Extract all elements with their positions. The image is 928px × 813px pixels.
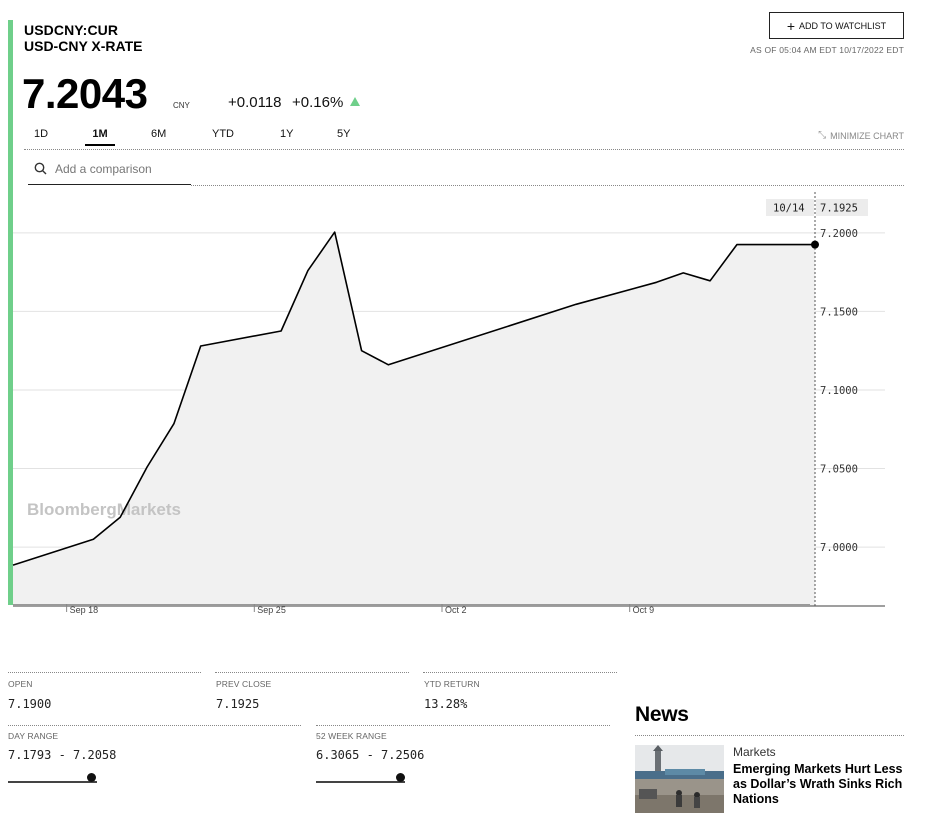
tabs-divider (24, 149, 904, 150)
y-tick-label: 7.1000 (820, 385, 858, 397)
stat-52-week-range-value: 6.3065 - 7.2506 (316, 748, 425, 762)
x-tick-label: Sep 25 (257, 605, 286, 615)
price-chart: BloombergMarkets 10/14 7.1925 7.2000 7.15… (12, 192, 885, 615)
news-headline[interactable]: Emerging Markets Hurt Less as Dollar’s W… (733, 762, 903, 806)
chart-y-ticks: 7.2000 7.1500 7.1000 7.0500 7.0000 (820, 228, 858, 554)
week52-range-marker (396, 773, 406, 782)
stat-open: OPEN 7.1900 (8, 679, 51, 711)
news-category[interactable]: Markets (733, 745, 776, 759)
stat-day-range: DAY RANGE 7.1793 - 7.2058 (8, 731, 116, 762)
stat-prev-close-value: 7.1925 (216, 697, 260, 711)
week52-range-track (316, 781, 405, 783)
stat-ytd-return-label: YTD RETURN (424, 679, 480, 689)
price-change-percent: +0.16% (292, 94, 344, 111)
stat-open-label: OPEN (8, 679, 33, 689)
accent-bar (8, 20, 13, 605)
as-of-timestamp: AS OF 05:04 AM EDT 10/17/2022 EDT (750, 45, 904, 55)
stat-52-week-range: 52 WEEK RANGE 6.3065 - 7.2506 (316, 731, 424, 762)
tooltip-value: 7.1925 (820, 203, 858, 215)
up-arrow-icon (350, 97, 360, 106)
stat-ytd-return-value: 13.28% (424, 697, 468, 711)
tab-1y[interactable]: 1Y (280, 128, 294, 140)
y-tick-label: 7.2000 (820, 228, 858, 240)
tooltip-value-box (816, 199, 868, 216)
chart-last-point (811, 240, 819, 249)
compare-divider (191, 185, 904, 186)
instrument-name: USD-CNY X-RATE (24, 38, 143, 54)
day-range-track (8, 781, 97, 783)
tooltip-date: 10/14 (773, 203, 805, 215)
chart-price-line (12, 231, 815, 566)
x-tick-label: Oct 9 (633, 605, 655, 615)
chart-x-ticks: Sep 18 Sep 25 Oct 2 Oct 9 (66, 604, 655, 615)
comparison-search (28, 153, 191, 185)
ticker-symbol: USDCNY:CUR (24, 22, 119, 38)
stat-prev-close-label: PREV CLOSE (216, 679, 272, 689)
price-change: +0.0118 (228, 94, 282, 111)
stat-day-range-value: 7.1793 - 7.2058 (8, 748, 117, 762)
news-section-title: News (635, 703, 689, 726)
news-divider (635, 735, 904, 736)
price-currency: CNY (173, 101, 190, 110)
stats-divider-1 (8, 672, 201, 673)
search-icon (34, 162, 47, 175)
stats-divider-3 (423, 672, 617, 673)
tab-1m[interactable]: 1M (85, 128, 115, 146)
day-range-marker (87, 773, 97, 782)
chart-watermark: BloombergMarkets (27, 500, 181, 519)
minimize-label: MINIMIZE CHART (830, 130, 904, 141)
y-tick-label: 7.0000 (820, 542, 858, 554)
tab-5y[interactable]: 5Y (337, 128, 351, 140)
y-tick-label: 7.0500 (820, 464, 858, 476)
stat-prev-close: PREV CLOSE 7.1925 (216, 679, 271, 711)
tab-6m[interactable]: 6M (151, 128, 167, 140)
minimize-chart-button[interactable]: ⤡ MINIMIZE CHART (818, 130, 904, 141)
last-price: 7.2043 (22, 70, 148, 117)
stats-divider-5 (316, 725, 610, 726)
watchlist-label: ADD TO WATCHLIST (799, 20, 887, 31)
plus-icon: + (786, 17, 795, 34)
news-thumbnail[interactable] (635, 745, 724, 813)
stats-divider-4 (8, 725, 301, 726)
comparison-input[interactable] (55, 161, 185, 176)
add-to-watchlist-button[interactable]: + ADD TO WATCHLIST (769, 12, 904, 39)
tab-1d[interactable]: 1D (34, 128, 49, 140)
stat-day-range-label: DAY RANGE (8, 731, 59, 741)
tab-ytd[interactable]: YTD (212, 128, 234, 140)
minimize-icon: ⤡ (818, 130, 827, 141)
stats-divider-2 (215, 672, 409, 673)
stat-ytd-return: YTD RETURN 13.28% (424, 679, 480, 711)
stat-open-value: 7.1900 (8, 697, 52, 711)
tooltip-date-box (766, 199, 814, 216)
stat-52-week-range-label: 52 WEEK RANGE (316, 731, 387, 741)
x-tick-label: Sep 18 (70, 605, 99, 615)
y-tick-label: 7.1500 (820, 306, 858, 318)
x-tick-label: Oct 2 (445, 605, 467, 615)
chart-area-fill (13, 232, 815, 606)
